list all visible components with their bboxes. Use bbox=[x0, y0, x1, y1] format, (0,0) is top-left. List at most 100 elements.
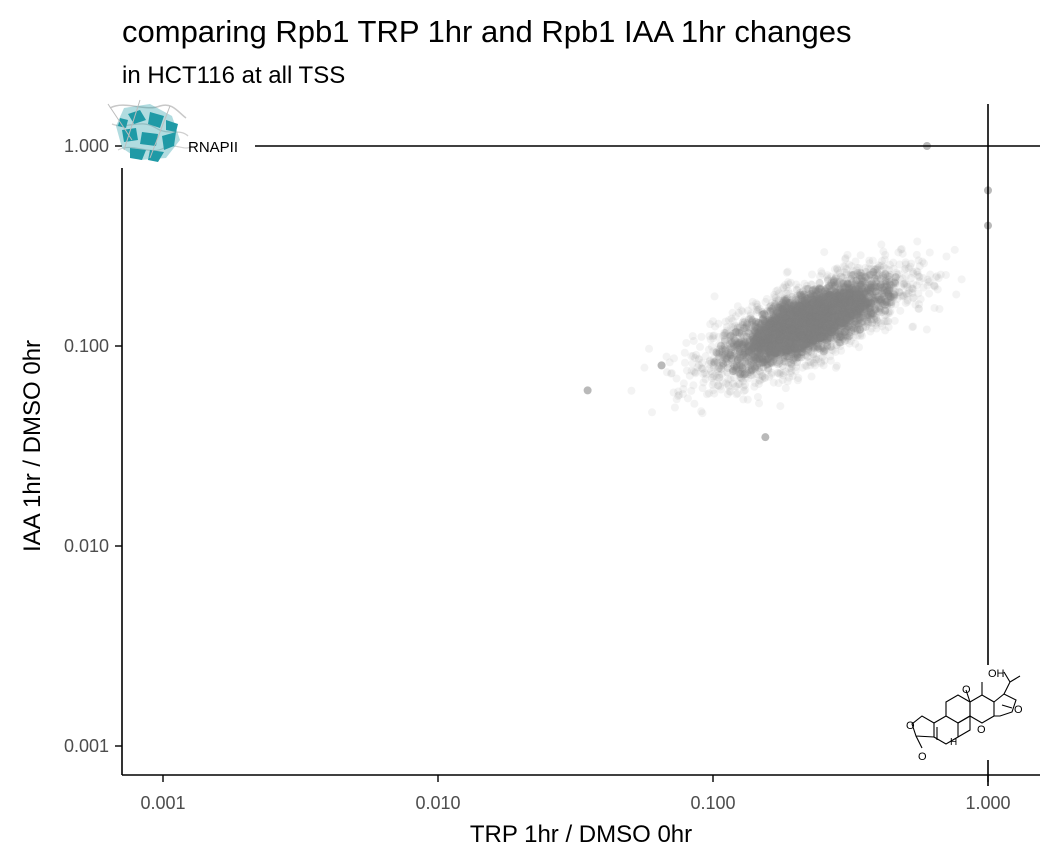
data-point bbox=[807, 298, 816, 307]
data-point bbox=[806, 323, 815, 332]
data-point bbox=[807, 347, 816, 356]
data-point bbox=[755, 345, 764, 354]
data-point bbox=[885, 272, 894, 281]
data-point bbox=[762, 346, 771, 355]
data-point bbox=[855, 287, 864, 296]
data-point bbox=[787, 359, 796, 368]
data-point bbox=[848, 305, 857, 314]
data-point bbox=[732, 390, 741, 399]
data-point bbox=[752, 362, 761, 371]
data-point bbox=[794, 335, 803, 344]
data-point bbox=[714, 367, 723, 376]
data-point bbox=[809, 343, 818, 352]
data-point bbox=[801, 317, 810, 326]
data-point bbox=[813, 329, 822, 338]
data-point bbox=[871, 293, 880, 302]
data-point bbox=[802, 331, 811, 340]
data-point bbox=[814, 344, 823, 353]
data-point bbox=[689, 381, 698, 390]
data-point bbox=[764, 365, 773, 374]
data-point bbox=[849, 290, 858, 299]
data-point bbox=[819, 347, 828, 356]
data-point bbox=[817, 316, 826, 325]
data-point bbox=[705, 356, 714, 365]
data-point bbox=[750, 362, 759, 371]
data-point bbox=[806, 323, 815, 332]
data-point bbox=[742, 322, 751, 331]
data-point bbox=[829, 276, 838, 285]
data-point bbox=[891, 279, 900, 288]
data-point bbox=[827, 306, 836, 315]
data-point bbox=[786, 363, 795, 372]
data-point bbox=[841, 323, 850, 332]
data-point bbox=[755, 349, 764, 358]
data-point bbox=[832, 322, 841, 331]
data-point bbox=[809, 321, 818, 330]
data-point bbox=[774, 337, 783, 346]
data-point bbox=[792, 305, 801, 314]
data-point bbox=[847, 294, 856, 303]
data-point bbox=[866, 327, 875, 336]
data-point bbox=[782, 322, 791, 331]
data-point bbox=[810, 333, 819, 342]
data-point bbox=[772, 358, 781, 367]
x-tick-label: 0.100 bbox=[690, 793, 735, 813]
data-point bbox=[811, 311, 820, 320]
data-point bbox=[811, 305, 820, 314]
data-point bbox=[821, 309, 830, 318]
data-point bbox=[771, 326, 780, 335]
data-point bbox=[801, 317, 810, 326]
data-point bbox=[814, 299, 823, 308]
data-point bbox=[805, 326, 814, 335]
data-point bbox=[807, 327, 816, 336]
data-point bbox=[922, 325, 931, 334]
data-point bbox=[852, 303, 861, 312]
data-point bbox=[816, 318, 825, 327]
data-point bbox=[783, 320, 792, 329]
data-point bbox=[851, 306, 860, 315]
data-point bbox=[844, 308, 853, 317]
data-point bbox=[731, 321, 740, 330]
data-point bbox=[907, 273, 916, 282]
data-point bbox=[853, 309, 862, 318]
data-point bbox=[738, 340, 747, 349]
data-point bbox=[804, 314, 813, 323]
data-point bbox=[768, 345, 777, 354]
data-point bbox=[818, 292, 827, 301]
data-point bbox=[874, 261, 883, 270]
data-point bbox=[780, 357, 789, 366]
data-point bbox=[809, 350, 818, 359]
data-point bbox=[825, 311, 834, 320]
data-point bbox=[858, 285, 867, 294]
data-point bbox=[687, 366, 696, 375]
data-point bbox=[792, 304, 801, 313]
data-point bbox=[783, 324, 792, 333]
data-point bbox=[843, 315, 852, 324]
x-tick-label: 1.000 bbox=[965, 793, 1010, 813]
data-point bbox=[791, 314, 800, 323]
data-point bbox=[756, 340, 765, 349]
data-point bbox=[884, 309, 893, 318]
data-point bbox=[752, 370, 761, 379]
data-point bbox=[733, 338, 742, 347]
data-point bbox=[816, 308, 825, 317]
data-point bbox=[851, 339, 860, 348]
data-point bbox=[787, 323, 796, 332]
data-point bbox=[793, 316, 802, 325]
data-point bbox=[765, 327, 774, 336]
data-point bbox=[901, 258, 910, 267]
data-point bbox=[816, 336, 825, 345]
data-point bbox=[801, 309, 810, 318]
data-point bbox=[721, 317, 730, 326]
data-point bbox=[755, 344, 764, 353]
data-point bbox=[829, 324, 838, 333]
data-point bbox=[772, 324, 781, 333]
data-point bbox=[839, 308, 848, 317]
data-point bbox=[860, 304, 869, 313]
data-point bbox=[884, 286, 893, 295]
data-point bbox=[753, 340, 762, 349]
data-point bbox=[728, 308, 737, 317]
data-point bbox=[909, 322, 918, 331]
data-point bbox=[790, 307, 799, 316]
